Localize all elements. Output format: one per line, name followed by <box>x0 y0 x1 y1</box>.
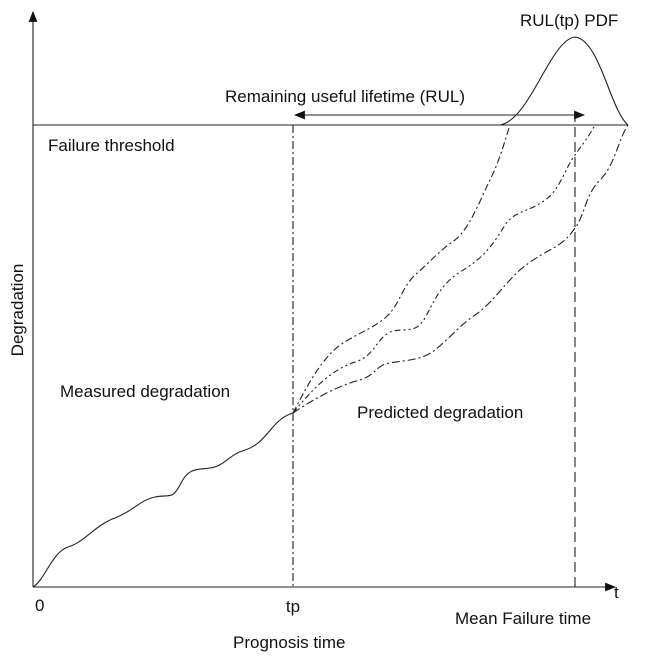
rul-pdf-curve <box>499 36 629 126</box>
predicted-curve-early <box>292 124 511 414</box>
t-label: t <box>614 583 619 602</box>
rul-label: Remaining useful lifetime (RUL) <box>225 87 465 106</box>
threshold-label: Failure threshold <box>48 136 175 155</box>
pdf-label: RUL(tp) PDF <box>520 11 618 30</box>
y-axis-label: Degradation <box>8 264 27 357</box>
measured-curve <box>32 412 294 588</box>
origin-label: 0 <box>35 596 44 615</box>
prognosis-label: Prognosis time <box>233 633 345 652</box>
measured-label: Measured degradation <box>60 382 230 401</box>
predicted-curve-late <box>292 124 629 414</box>
mean-failure-label: Mean Failure time <box>455 609 591 628</box>
predicted-label: Predicted degradation <box>357 403 523 422</box>
predicted-curve-mean <box>292 124 596 414</box>
tp-label: tp <box>286 597 300 616</box>
